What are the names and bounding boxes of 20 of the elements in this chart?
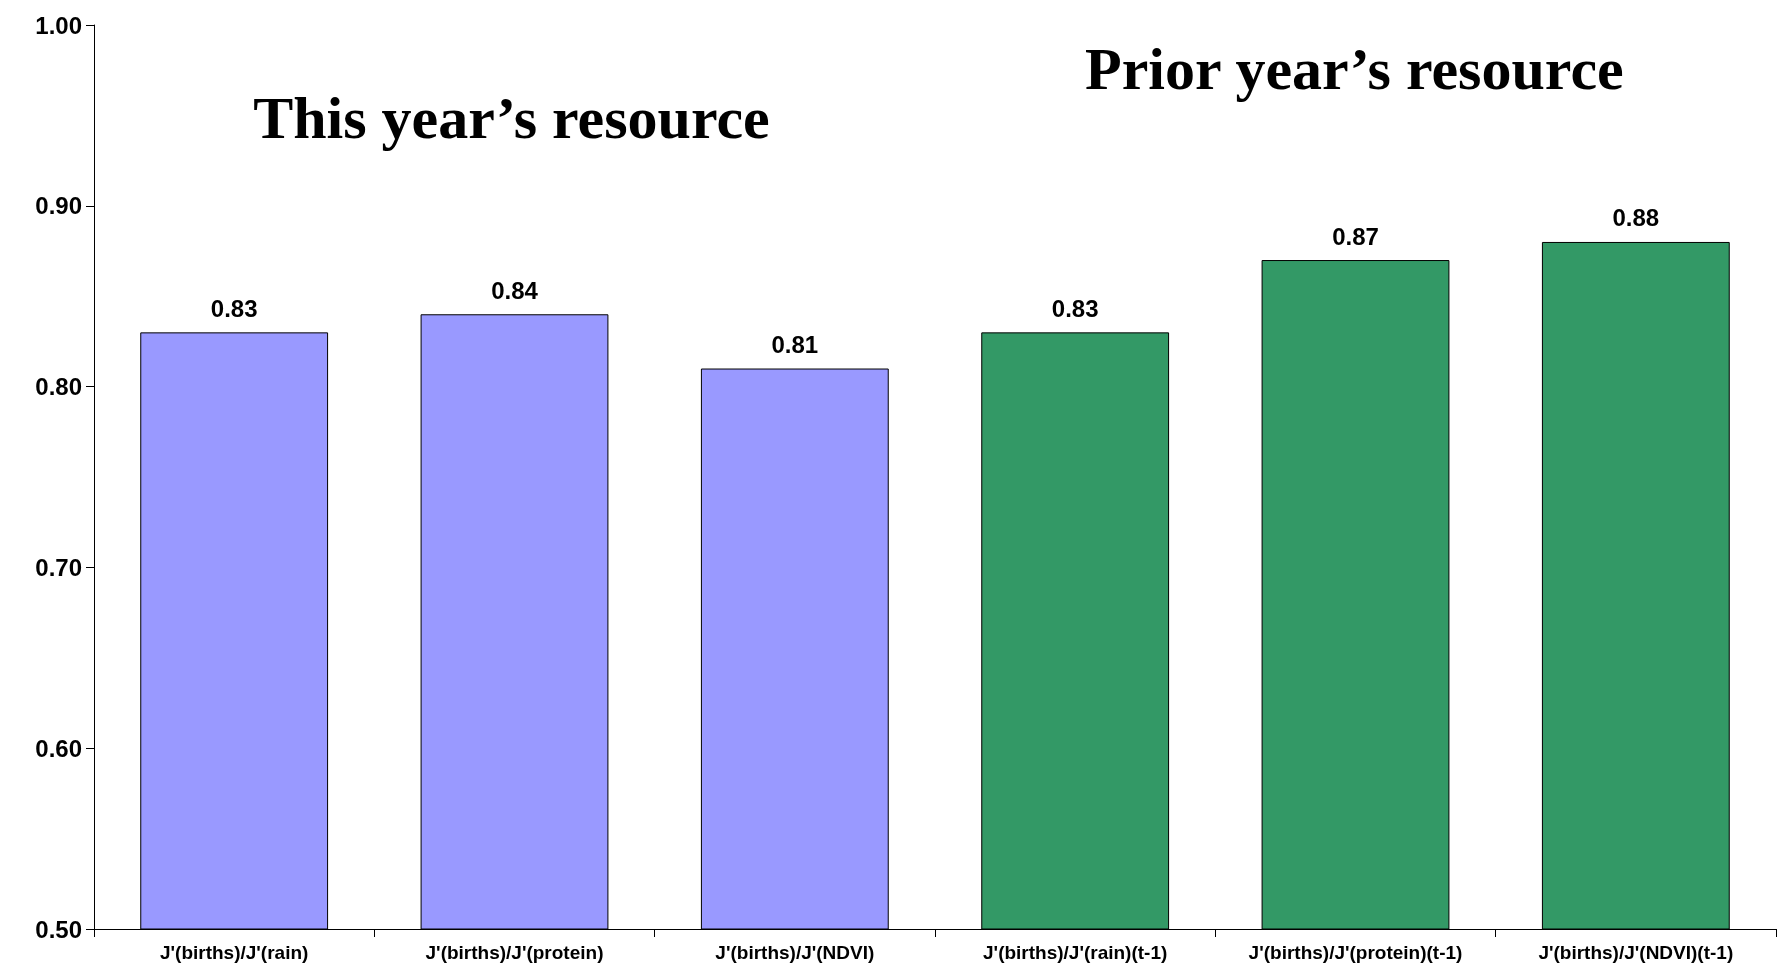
y-tick-label: 0.80	[35, 373, 82, 401]
data-label: 0.88	[1612, 204, 1660, 232]
x-tick-label: J'(births)/J'(protein)	[425, 942, 604, 963]
x-tick-label: J'(births)/J'(rain)	[159, 942, 309, 963]
y-tick-label: 0.50	[35, 915, 82, 943]
data-label: 0.87	[1332, 222, 1379, 250]
data-label: 0.84	[491, 276, 539, 304]
y-tick-label: 0.70	[35, 553, 82, 581]
y-tick-label: 0.60	[35, 734, 82, 762]
annotation: This year’s resource	[253, 84, 770, 151]
data-label: 0.81	[771, 331, 819, 359]
annotation: Prior year’s resource	[1084, 36, 1624, 103]
x-tick-label: J'(births)/J'(NDVI)(t-1)	[1538, 942, 1734, 963]
y-tick-label: 0.90	[35, 192, 82, 220]
x-tick-label: J'(births)/J'(NDVI)	[715, 942, 875, 963]
x-tick-label: J'(births)/J'(rain)(t-1)	[983, 942, 1168, 963]
y-tick-label: 1.00	[35, 11, 82, 39]
data-label: 0.83	[210, 294, 258, 322]
x-tick-label: J'(births)/J'(protein)(t-1)	[1248, 942, 1463, 963]
data-label: 0.83	[1051, 294, 1099, 322]
